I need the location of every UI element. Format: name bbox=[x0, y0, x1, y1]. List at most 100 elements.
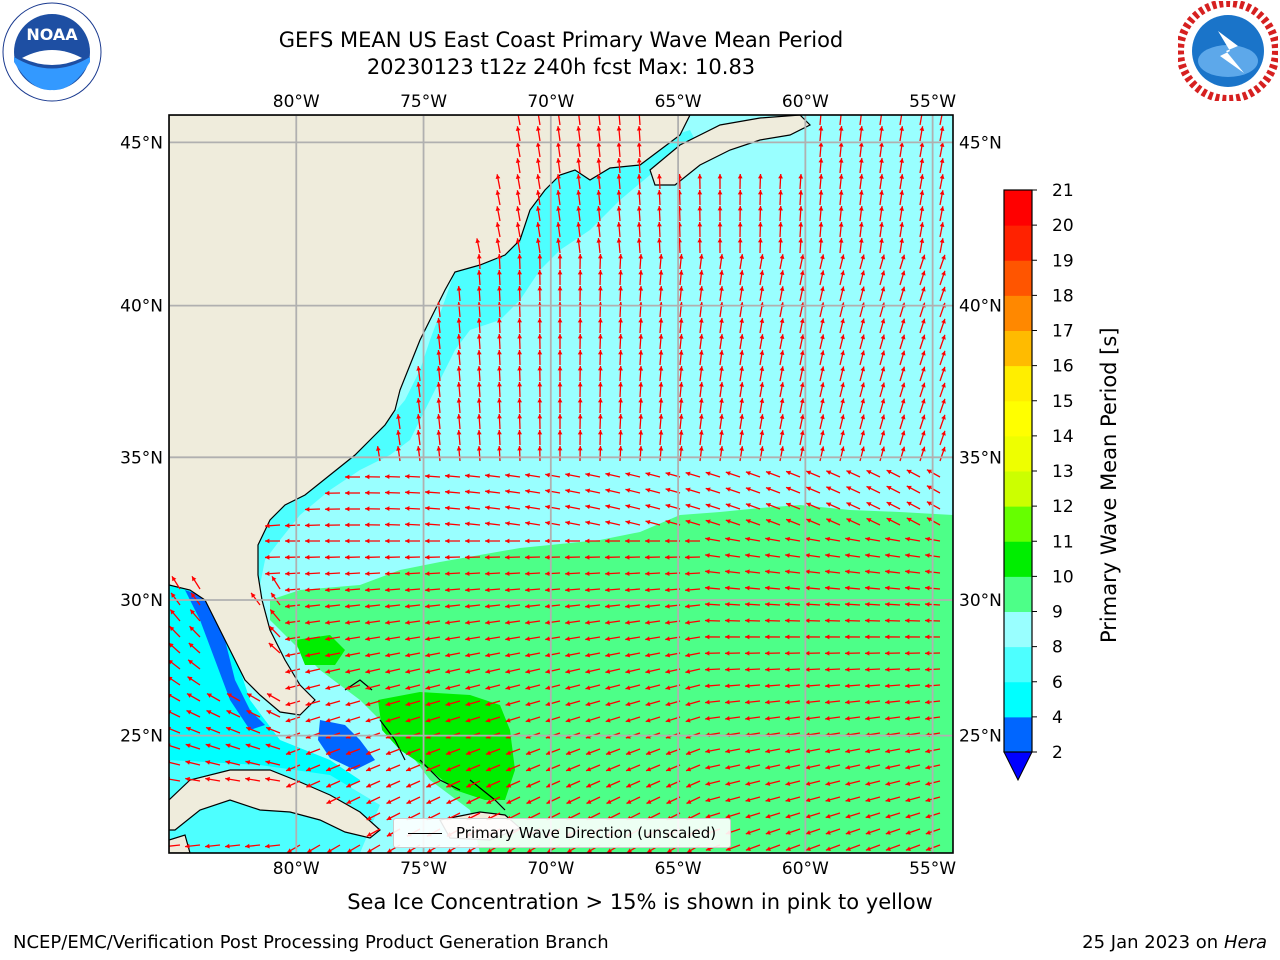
wave-arrow bbox=[939, 430, 946, 446]
wave-arrow bbox=[825, 536, 841, 542]
wave-arrow bbox=[268, 642, 281, 654]
wave-arrow bbox=[899, 398, 906, 414]
wave-arrow bbox=[364, 474, 381, 480]
wave-arrow bbox=[169, 609, 181, 622]
wave-arrow bbox=[616, 126, 622, 142]
wave-arrow bbox=[879, 158, 884, 174]
wave-arrow bbox=[886, 469, 901, 478]
wave-arrow bbox=[557, 286, 563, 301]
wave-arrow bbox=[866, 485, 881, 494]
wave-arrow bbox=[325, 620, 341, 625]
wave-arrow bbox=[705, 471, 721, 478]
wave-arrow bbox=[517, 333, 523, 350]
wave-arrow bbox=[271, 575, 281, 590]
wave-arrow bbox=[805, 536, 821, 542]
wave-arrow bbox=[497, 333, 502, 350]
wave-arrow bbox=[535, 238, 541, 254]
wave-arrow bbox=[865, 828, 881, 835]
wave-arrow bbox=[366, 828, 381, 837]
wave-arrow bbox=[638, 285, 644, 302]
lon-tick-label-top: 65°W bbox=[655, 92, 702, 112]
wave-arrow bbox=[886, 517, 901, 526]
wave-arrow bbox=[765, 780, 781, 786]
wave-arrow bbox=[904, 601, 921, 607]
wave-arrow bbox=[405, 700, 421, 707]
wave-arrow bbox=[345, 620, 361, 625]
wave-arrow bbox=[885, 553, 901, 558]
wave-arrow bbox=[325, 603, 341, 609]
wave-arrow bbox=[386, 780, 401, 788]
wave-arrow bbox=[744, 618, 761, 624]
wave-arrow bbox=[424, 505, 441, 511]
wave-arrow bbox=[305, 636, 321, 642]
wave-arrow bbox=[266, 692, 281, 702]
wave-arrow bbox=[745, 536, 761, 542]
wave-arrow bbox=[265, 843, 281, 849]
wave-arrow bbox=[345, 652, 361, 658]
wave-arrow bbox=[704, 601, 721, 607]
wave-arrow bbox=[719, 382, 724, 398]
wave-arrow bbox=[545, 504, 561, 510]
wave-arrow bbox=[719, 318, 724, 334]
wave-arrow bbox=[685, 519, 701, 526]
wave-arrow bbox=[839, 398, 845, 414]
wave-arrow bbox=[445, 489, 461, 495]
wave-arrow bbox=[705, 812, 721, 819]
wave-arrow bbox=[465, 489, 481, 495]
wave-arrow bbox=[805, 780, 821, 786]
wave-arrow bbox=[624, 538, 641, 544]
map-frame bbox=[168, 114, 954, 854]
wave-arrow bbox=[425, 652, 441, 658]
wave-arrow bbox=[325, 748, 341, 756]
wave-arrow bbox=[605, 668, 621, 674]
wave-arrow bbox=[685, 471, 701, 478]
wave-arrow bbox=[765, 699, 781, 705]
colorbar-tick-label: 19 bbox=[1052, 251, 1074, 271]
wave-arrow bbox=[596, 142, 602, 158]
wave-arrow bbox=[326, 796, 341, 805]
wave-arrow bbox=[486, 780, 501, 788]
wave-arrow bbox=[825, 764, 841, 770]
wave-arrow bbox=[819, 414, 825, 430]
wave-arrow bbox=[645, 700, 661, 707]
wave-arrow bbox=[485, 505, 501, 511]
wave-arrow bbox=[564, 538, 581, 544]
wave-arrow bbox=[625, 668, 641, 674]
wave-arrow bbox=[719, 254, 724, 270]
wave-arrow bbox=[436, 334, 442, 350]
wave-arrow bbox=[865, 780, 881, 786]
wave-arrow bbox=[416, 398, 422, 414]
wave-arrow bbox=[879, 222, 884, 238]
wave-arrow bbox=[445, 652, 461, 658]
wave-arrow bbox=[515, 126, 521, 142]
wave-arrow bbox=[638, 115, 641, 126]
wave-arrow bbox=[385, 716, 401, 723]
wave-arrow bbox=[564, 554, 581, 560]
wave-arrow bbox=[497, 317, 502, 334]
wave-arrow bbox=[645, 620, 661, 625]
wave-arrow bbox=[645, 652, 661, 658]
wave-arrow bbox=[899, 115, 903, 126]
wave-arrow bbox=[544, 554, 561, 560]
wave-arrow bbox=[616, 190, 622, 206]
wave-arrow bbox=[544, 587, 561, 593]
wave-arrow bbox=[864, 683, 881, 689]
wave-arrow bbox=[245, 726, 261, 734]
lon-tick-label-bottom: 80°W bbox=[273, 859, 320, 879]
wave-arrow bbox=[685, 603, 701, 609]
wave-arrow bbox=[269, 625, 281, 638]
wave-arrow bbox=[745, 471, 761, 478]
wave-arrow bbox=[625, 620, 641, 625]
wave-arrow bbox=[375, 446, 381, 462]
wave-arrow bbox=[779, 446, 785, 462]
wave-arrow bbox=[586, 780, 601, 788]
wave-arrow bbox=[805, 502, 821, 510]
wave-arrow bbox=[405, 620, 421, 625]
wave-arrow bbox=[839, 270, 845, 286]
wave-arrow bbox=[436, 366, 442, 382]
wave-arrow bbox=[845, 699, 861, 705]
wave-arrow bbox=[484, 571, 501, 577]
wave-arrow bbox=[805, 585, 821, 591]
wave-arrow bbox=[805, 828, 821, 835]
wave-arrow bbox=[638, 333, 644, 350]
